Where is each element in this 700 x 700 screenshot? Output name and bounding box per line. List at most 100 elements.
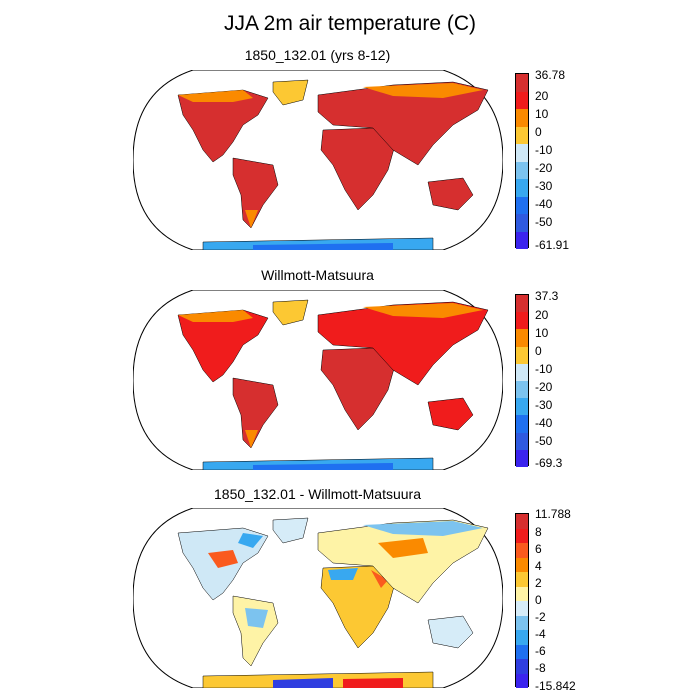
eurasia-north-cool bbox=[363, 521, 483, 536]
colorbar-box bbox=[516, 74, 528, 92]
colorbar-box bbox=[516, 363, 528, 381]
north-america bbox=[177, 309, 269, 383]
colorbar-box bbox=[516, 231, 528, 249]
colorbar-box bbox=[516, 528, 528, 543]
eurasia bbox=[317, 81, 489, 166]
colorbar-box bbox=[516, 415, 528, 433]
figure-title: JJA 2m air temperature (C) bbox=[223, 12, 477, 35]
colorbar-box bbox=[516, 432, 528, 450]
colorbar-label: -69.3 bbox=[535, 456, 563, 470]
australia bbox=[427, 177, 474, 211]
antarctica-cold bbox=[273, 678, 333, 688]
colorbar-box bbox=[516, 673, 528, 688]
colorbar bbox=[515, 294, 529, 467]
south-america-tip bbox=[245, 210, 258, 228]
colorbar-label: 20 bbox=[535, 89, 549, 103]
north-america-warm bbox=[208, 550, 238, 568]
north-america bbox=[177, 89, 269, 163]
colorbar-box bbox=[516, 144, 528, 162]
south-america-tip bbox=[245, 430, 258, 448]
colorbar-label: -61.91 bbox=[535, 238, 570, 252]
colorbar-label: -4 bbox=[535, 627, 546, 641]
south-america-cool bbox=[245, 608, 268, 628]
colorbar-label: -30 bbox=[535, 179, 553, 193]
colorbar-label: 36.78 bbox=[535, 68, 566, 82]
colorbar-box bbox=[516, 630, 528, 645]
colorbar-box bbox=[516, 543, 528, 558]
colorbar-label: 11.788 bbox=[535, 507, 571, 521]
colorbar-label: 37.3 bbox=[535, 289, 559, 303]
greenland bbox=[272, 517, 309, 544]
colorbar-label: 4 bbox=[535, 559, 542, 573]
colorbar-label: -50 bbox=[535, 215, 553, 229]
colorbar-box bbox=[516, 449, 528, 467]
colorbar-label: 0 bbox=[535, 125, 542, 139]
colorbar-label: 0 bbox=[535, 593, 542, 607]
colorbar-box bbox=[516, 329, 528, 347]
colorbar-box bbox=[516, 109, 528, 127]
antarctica-core bbox=[253, 463, 393, 470]
colorbar bbox=[515, 513, 529, 688]
eurasia-warm bbox=[378, 538, 428, 558]
colorbar-box bbox=[516, 644, 528, 659]
world-map bbox=[133, 70, 503, 250]
eurasia bbox=[317, 301, 489, 386]
eurasia-north bbox=[363, 83, 483, 98]
colorbar-box bbox=[516, 295, 528, 313]
colorbar-label: -6 bbox=[535, 644, 546, 658]
colorbar-label: 20 bbox=[535, 308, 549, 322]
colorbar-label: 6 bbox=[535, 542, 542, 556]
colorbar-box bbox=[516, 572, 528, 587]
colorbar-box bbox=[516, 615, 528, 630]
north-america-north bbox=[178, 310, 253, 322]
colorbar bbox=[515, 73, 529, 249]
colorbar-box bbox=[516, 91, 528, 109]
africa-warm bbox=[371, 570, 388, 588]
colorbar-box bbox=[516, 398, 528, 416]
panel-title: Willmott-Matsuura bbox=[261, 267, 374, 283]
colorbar-box bbox=[516, 179, 528, 197]
colorbar-box bbox=[516, 586, 528, 601]
greenland bbox=[272, 79, 309, 106]
colorbar-box bbox=[516, 659, 528, 674]
colorbar-label: -30 bbox=[535, 398, 553, 412]
africa-cool bbox=[328, 568, 358, 580]
australia bbox=[427, 397, 474, 431]
antarctica-warm bbox=[343, 678, 403, 688]
colorbar-label: 10 bbox=[535, 326, 549, 340]
colorbar-label: -10 bbox=[535, 362, 553, 376]
world-map bbox=[133, 290, 503, 470]
colorbar-label: -8 bbox=[535, 661, 546, 675]
australia bbox=[427, 615, 474, 649]
colorbar-box bbox=[516, 380, 528, 399]
colorbar-label: -2 bbox=[535, 610, 546, 624]
greenland bbox=[272, 299, 309, 326]
colorbar-label: -10 bbox=[535, 143, 553, 157]
eurasia bbox=[317, 519, 489, 604]
colorbar-label: -40 bbox=[535, 416, 553, 430]
eurasia-north bbox=[363, 303, 483, 318]
colorbar-box bbox=[516, 196, 528, 214]
panel-title: 1850_132.01 - Willmott-Matsuura bbox=[214, 486, 421, 502]
colorbar-box bbox=[516, 126, 528, 144]
colorbar-box bbox=[516, 601, 528, 616]
colorbar-label: -15.842 bbox=[535, 679, 576, 693]
colorbar-label: -20 bbox=[535, 380, 553, 394]
world-map bbox=[133, 508, 503, 688]
north-america-north bbox=[178, 90, 253, 102]
colorbar-label: -40 bbox=[535, 197, 553, 211]
colorbar-box bbox=[516, 214, 528, 232]
colorbar-box bbox=[516, 557, 528, 572]
colorbar-box bbox=[516, 312, 528, 330]
colorbar-label: 8 bbox=[535, 525, 542, 539]
north-america-cold bbox=[238, 533, 263, 548]
colorbar-label: 2 bbox=[535, 576, 542, 590]
panel-title: 1850_132.01 (yrs 8-12) bbox=[244, 47, 391, 63]
colorbar-box bbox=[516, 514, 528, 529]
colorbar-box bbox=[516, 161, 528, 179]
antarctica-core bbox=[253, 243, 393, 250]
colorbar-label: 0 bbox=[535, 344, 542, 358]
colorbar-box bbox=[516, 346, 528, 364]
colorbar-label: 10 bbox=[535, 107, 549, 121]
colorbar-label: -50 bbox=[535, 434, 553, 448]
